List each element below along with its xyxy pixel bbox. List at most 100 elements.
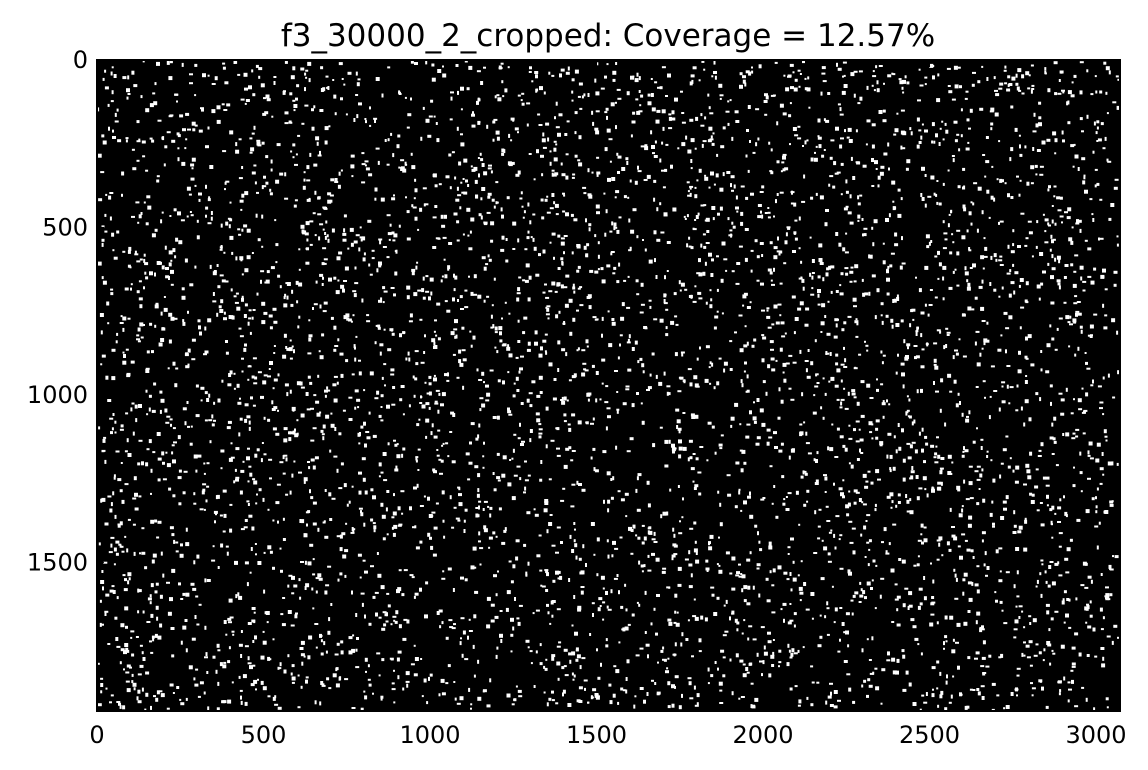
coverage-speck bbox=[223, 311, 226, 315]
coverage-speck bbox=[229, 235, 234, 240]
coverage-speck bbox=[750, 682, 754, 685]
coverage-speck bbox=[225, 340, 228, 343]
coverage-speck bbox=[782, 602, 787, 606]
coverage-speck bbox=[625, 157, 629, 161]
coverage-speck bbox=[901, 372, 905, 377]
coverage-speck bbox=[134, 492, 138, 497]
coverage-speck bbox=[251, 252, 254, 254]
coverage-speck bbox=[848, 424, 851, 427]
coverage-speck bbox=[299, 519, 302, 523]
coverage-speck bbox=[544, 283, 547, 286]
coverage-speck bbox=[154, 304, 159, 309]
coverage-speck bbox=[322, 424, 326, 429]
coverage-speck bbox=[134, 253, 139, 256]
coverage-speck bbox=[316, 412, 321, 417]
coverage-speck bbox=[746, 423, 751, 426]
coverage-speck bbox=[596, 573, 599, 577]
coverage-speck bbox=[1013, 290, 1016, 295]
coverage-speck bbox=[1095, 90, 1098, 94]
coverage-speck bbox=[770, 279, 773, 282]
coverage-speck bbox=[843, 207, 848, 211]
coverage-speck bbox=[949, 507, 952, 512]
coverage-speck bbox=[558, 113, 563, 117]
coverage-speck bbox=[164, 145, 168, 149]
coverage-speck bbox=[659, 202, 662, 206]
coverage-speck bbox=[885, 550, 888, 555]
coverage-speck bbox=[878, 65, 883, 67]
coverage-speck bbox=[700, 204, 705, 207]
coverage-speck bbox=[1054, 222, 1057, 226]
coverage-speck bbox=[515, 356, 519, 359]
coverage-speck bbox=[217, 649, 221, 652]
coverage-speck bbox=[632, 208, 637, 212]
coverage-speck bbox=[790, 448, 795, 453]
coverage-speck bbox=[959, 555, 963, 560]
coverage-speck bbox=[320, 66, 324, 70]
coverage-speck bbox=[215, 669, 218, 674]
coverage-speck bbox=[171, 139, 176, 143]
coverage-speck bbox=[1030, 363, 1035, 367]
coverage-speck bbox=[916, 496, 920, 501]
coverage-speck bbox=[606, 264, 611, 268]
coverage-speck bbox=[524, 279, 529, 283]
coverage-speck bbox=[597, 268, 600, 271]
coverage-speck bbox=[105, 375, 109, 380]
coverage-speck bbox=[156, 175, 160, 178]
coverage-speck bbox=[793, 231, 797, 235]
coverage-speck bbox=[284, 293, 287, 297]
coverage-speck bbox=[968, 481, 973, 486]
coverage-speck bbox=[773, 267, 775, 272]
coverage-speck bbox=[282, 90, 286, 95]
coverage-speck bbox=[289, 339, 292, 342]
coverage-speck bbox=[437, 409, 440, 414]
coverage-speck bbox=[247, 447, 250, 450]
coverage-speck bbox=[1015, 547, 1020, 551]
coverage-speck bbox=[892, 299, 895, 303]
coverage-speck bbox=[517, 621, 521, 626]
coverage-speck bbox=[844, 251, 849, 254]
coverage-speck bbox=[477, 97, 480, 102]
coverage-speck bbox=[1050, 401, 1052, 406]
coverage-speck bbox=[156, 261, 161, 265]
coverage-speck bbox=[607, 310, 610, 313]
coverage-speck bbox=[498, 507, 502, 511]
coverage-speck bbox=[351, 373, 355, 376]
coverage-speck bbox=[545, 658, 548, 661]
coverage-speck bbox=[1058, 392, 1063, 395]
coverage-speck bbox=[512, 248, 516, 250]
coverage-speck bbox=[325, 414, 330, 419]
coverage-speck bbox=[473, 274, 477, 279]
coverage-speck bbox=[1107, 598, 1111, 601]
coverage-speck bbox=[825, 505, 829, 508]
coverage-speck bbox=[563, 396, 567, 401]
coverage-speck bbox=[708, 546, 713, 551]
coverage-speck bbox=[1077, 398, 1082, 403]
coverage-speck bbox=[968, 410, 971, 415]
coverage-speck bbox=[266, 621, 269, 624]
coverage-speck bbox=[160, 311, 163, 316]
coverage-speck bbox=[1074, 632, 1079, 636]
coverage-speck bbox=[626, 161, 629, 165]
coverage-speck bbox=[272, 387, 275, 390]
coverage-speck bbox=[110, 536, 115, 539]
coverage-speck bbox=[289, 431, 294, 435]
coverage-speck bbox=[937, 704, 940, 708]
coverage-speck bbox=[985, 574, 988, 577]
coverage-speck bbox=[873, 219, 878, 224]
coverage-speck bbox=[587, 193, 592, 197]
coverage-speck bbox=[445, 682, 449, 685]
coverage-speck bbox=[887, 651, 890, 656]
coverage-speck bbox=[761, 254, 764, 257]
coverage-speck bbox=[462, 358, 467, 362]
coverage-speck bbox=[506, 590, 511, 595]
coverage-speck bbox=[141, 687, 144, 692]
coverage-speck bbox=[463, 519, 466, 523]
coverage-speck bbox=[790, 398, 795, 401]
coverage-speck bbox=[630, 75, 634, 80]
coverage-speck bbox=[723, 368, 726, 373]
coverage-speck bbox=[961, 412, 964, 417]
coverage-speck bbox=[464, 306, 469, 309]
coverage-speck bbox=[1060, 644, 1065, 649]
coverage-speck bbox=[756, 652, 759, 657]
coverage-speck bbox=[1049, 561, 1054, 563]
